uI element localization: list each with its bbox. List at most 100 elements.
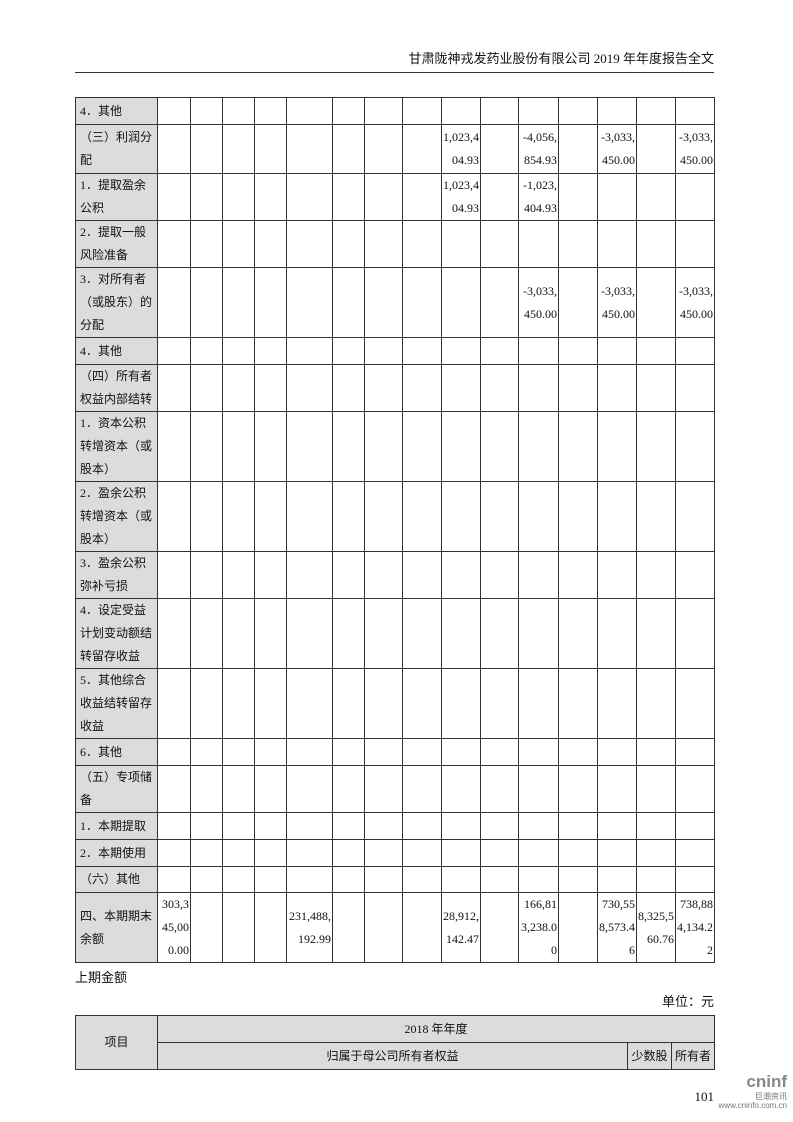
table-cell [254, 220, 287, 268]
table-cell [558, 173, 598, 221]
table-cell [597, 738, 637, 766]
table-row: 4．其他 [75, 97, 715, 125]
table-cell [480, 97, 519, 125]
table-cell [636, 668, 676, 739]
table-cell [157, 481, 191, 552]
table-cell [402, 97, 442, 125]
table-cell [286, 124, 333, 174]
table-cell [441, 668, 481, 739]
table-cell [222, 812, 255, 840]
table-cell [222, 839, 255, 867]
table-cell [597, 337, 637, 365]
table-cell [364, 124, 403, 174]
table-cell [480, 551, 519, 599]
table-cell [558, 337, 598, 365]
row-label: 3．盈余公积弥补亏损 [75, 551, 158, 599]
table-cell [597, 220, 637, 268]
table-cell [402, 173, 442, 221]
table-cell [254, 551, 287, 599]
table-cell [254, 124, 287, 174]
row-label: （四）所有者权益内部结转 [75, 364, 158, 412]
table-cell [332, 337, 365, 365]
table-cell [222, 220, 255, 268]
table-cell [190, 481, 223, 552]
table-cell [332, 124, 365, 174]
table-cell [286, 668, 333, 739]
table-cell [558, 97, 598, 125]
table-cell [441, 765, 481, 813]
logo-brand: cninf [746, 1072, 787, 1091]
table-cell [286, 220, 333, 268]
table-cell [190, 839, 223, 867]
row-label: 2．本期使用 [75, 839, 158, 867]
table-cell [402, 411, 442, 482]
row-label: 1．资本公积转增资本（或股本） [75, 411, 158, 482]
table-cell [441, 866, 481, 893]
table-cell [190, 97, 223, 125]
table-cell [480, 364, 519, 412]
table-cell [190, 267, 223, 338]
table-cell: 738,884,134.22 [675, 892, 715, 963]
table-row: 2．提取一般风险准备 [75, 220, 715, 268]
table-cell [190, 598, 223, 669]
table-cell [558, 267, 598, 338]
table-cell [441, 267, 481, 338]
logo-cn: 巨潮资讯 [755, 1091, 787, 1101]
table-cell [518, 812, 559, 840]
table-cell [190, 124, 223, 174]
table-cell [480, 267, 519, 338]
table-cell [157, 765, 191, 813]
table-cell [364, 220, 403, 268]
item-header: 项目 [75, 1015, 158, 1070]
table-cell [636, 124, 676, 174]
table-cell: 166,813,238.00 [518, 892, 559, 963]
table-cell [157, 337, 191, 365]
row-label: 4．设定受益计划变动额结转留存收益 [75, 598, 158, 669]
table-cell: 1,023,404.93 [441, 124, 481, 174]
table-cell [332, 765, 365, 813]
table-cell [364, 866, 403, 893]
table-cell [332, 481, 365, 552]
table-cell [364, 267, 403, 338]
table-row: 2．盈余公积转增资本（或股本） [75, 481, 715, 552]
table-cell [558, 812, 598, 840]
row-label: 1．本期提取 [75, 812, 158, 840]
table-cell [675, 738, 715, 766]
table-cell [254, 97, 287, 125]
table-cell [157, 551, 191, 599]
table-cell [558, 364, 598, 412]
table-cell [518, 551, 559, 599]
page-body: 甘肃陇神戎发药业股份有限公司 2019 年年度报告全文 4．其他 （三）利润分配 1… [75, 0, 716, 1106]
table-cell [558, 481, 598, 552]
logo-url: www.cninfo.com.cn [718, 1100, 787, 1110]
table-cell [480, 220, 519, 268]
table-cell [636, 97, 676, 125]
table-cell [597, 97, 637, 125]
table-cell [364, 173, 403, 221]
table-cell [402, 220, 442, 268]
row-label: 1．提取盈余公积 [75, 173, 158, 221]
table-cell [402, 337, 442, 365]
table-cell [675, 364, 715, 412]
row-label: 2．提取一般风险准备 [75, 220, 158, 268]
table-cell [480, 668, 519, 739]
table-cell [222, 892, 255, 963]
table-cell [558, 866, 598, 893]
table-cell: -3,033,450.00 [518, 267, 559, 338]
table-cell [518, 765, 559, 813]
table-cell: 303,345,000.00 [157, 892, 191, 963]
table-cell [286, 267, 333, 338]
table-cell [518, 364, 559, 412]
table-cell [558, 839, 598, 867]
row-label: 4．其他 [75, 337, 158, 365]
table-cell [190, 765, 223, 813]
table-cell [558, 738, 598, 766]
table-cell: -3,033,450.00 [597, 267, 637, 338]
table-cell [636, 337, 676, 365]
table-cell [518, 97, 559, 125]
table-cell [222, 267, 255, 338]
table-cell [636, 738, 676, 766]
table-cell [636, 173, 676, 221]
row-label: 3．对所有者（或股东）的分配 [75, 267, 158, 338]
table-cell [254, 892, 287, 963]
